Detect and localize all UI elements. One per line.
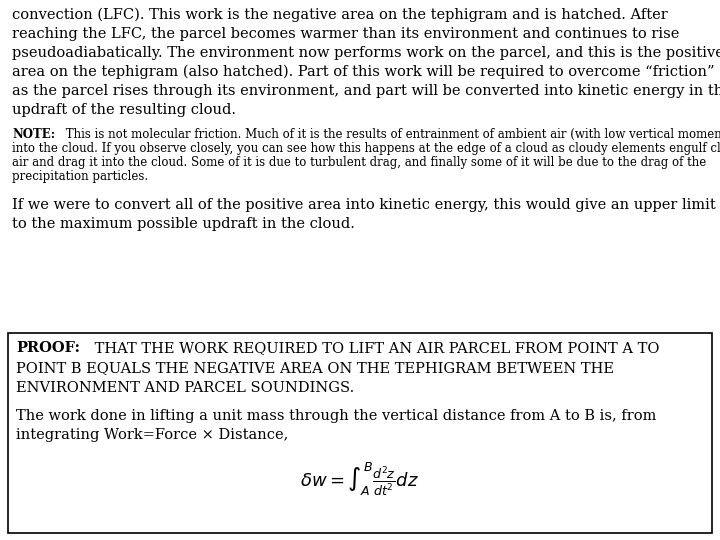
Text: convection (LFC). This work is the negative area on the tephigram and is hatched: convection (LFC). This work is the negat…: [12, 8, 667, 22]
Text: THAT THE WORK REQUIRED TO LIFT AN AIR PARCEL FROM POINT A TO: THAT THE WORK REQUIRED TO LIFT AN AIR PA…: [90, 341, 660, 355]
Text: pseudoadiabatically. The environment now performs work on the parcel, and this i: pseudoadiabatically. The environment now…: [12, 46, 720, 60]
Text: area on the tephigram (also hatched). Part of this work will be required to over: area on the tephigram (also hatched). Pa…: [12, 65, 714, 79]
Text: as the parcel rises through its environment, and part will be converted into kin: as the parcel rises through its environm…: [12, 84, 720, 98]
Text: updraft of the resulting cloud.: updraft of the resulting cloud.: [12, 103, 236, 117]
Text: precipitation particles.: precipitation particles.: [12, 170, 148, 183]
Text: to the maximum possible updraft in the cloud.: to the maximum possible updraft in the c…: [12, 217, 355, 231]
Text: ENVIRONMENT AND PARCEL SOUNDINGS.: ENVIRONMENT AND PARCEL SOUNDINGS.: [16, 381, 354, 395]
Text: POINT B EQUALS THE NEGATIVE AREA ON THE TEPHIGRAM BETWEEN THE: POINT B EQUALS THE NEGATIVE AREA ON THE …: [16, 361, 614, 375]
Text: This is not molecular friction. Much of it is the results of entrainment of ambi: This is not molecular friction. Much of …: [62, 128, 720, 141]
Text: PROOF:: PROOF:: [16, 341, 80, 355]
Text: The work done in lifting a unit mass through the vertical distance from A to B i: The work done in lifting a unit mass thr…: [16, 409, 657, 423]
Text: If we were to convert all of the positive area into kinetic energy, this would g: If we were to convert all of the positiv…: [12, 198, 716, 212]
Text: integrating Work=Force × Distance,: integrating Work=Force × Distance,: [16, 428, 289, 442]
Text: air and drag it into the cloud. Some of it is due to turbulent drag, and finally: air and drag it into the cloud. Some of …: [12, 156, 706, 169]
Text: into the cloud. If you observe closely, you can see how this happens at the edge: into the cloud. If you observe closely, …: [12, 142, 720, 155]
Text: $\delta w = \int_{A}^{B} \frac{d^2z}{dt^2} dz$: $\delta w = \int_{A}^{B} \frac{d^2z}{dt^…: [300, 461, 420, 498]
Text: reaching the LFC, the parcel becomes warmer than its environment and continues t: reaching the LFC, the parcel becomes war…: [12, 27, 680, 41]
Text: NOTE:: NOTE:: [12, 128, 55, 141]
